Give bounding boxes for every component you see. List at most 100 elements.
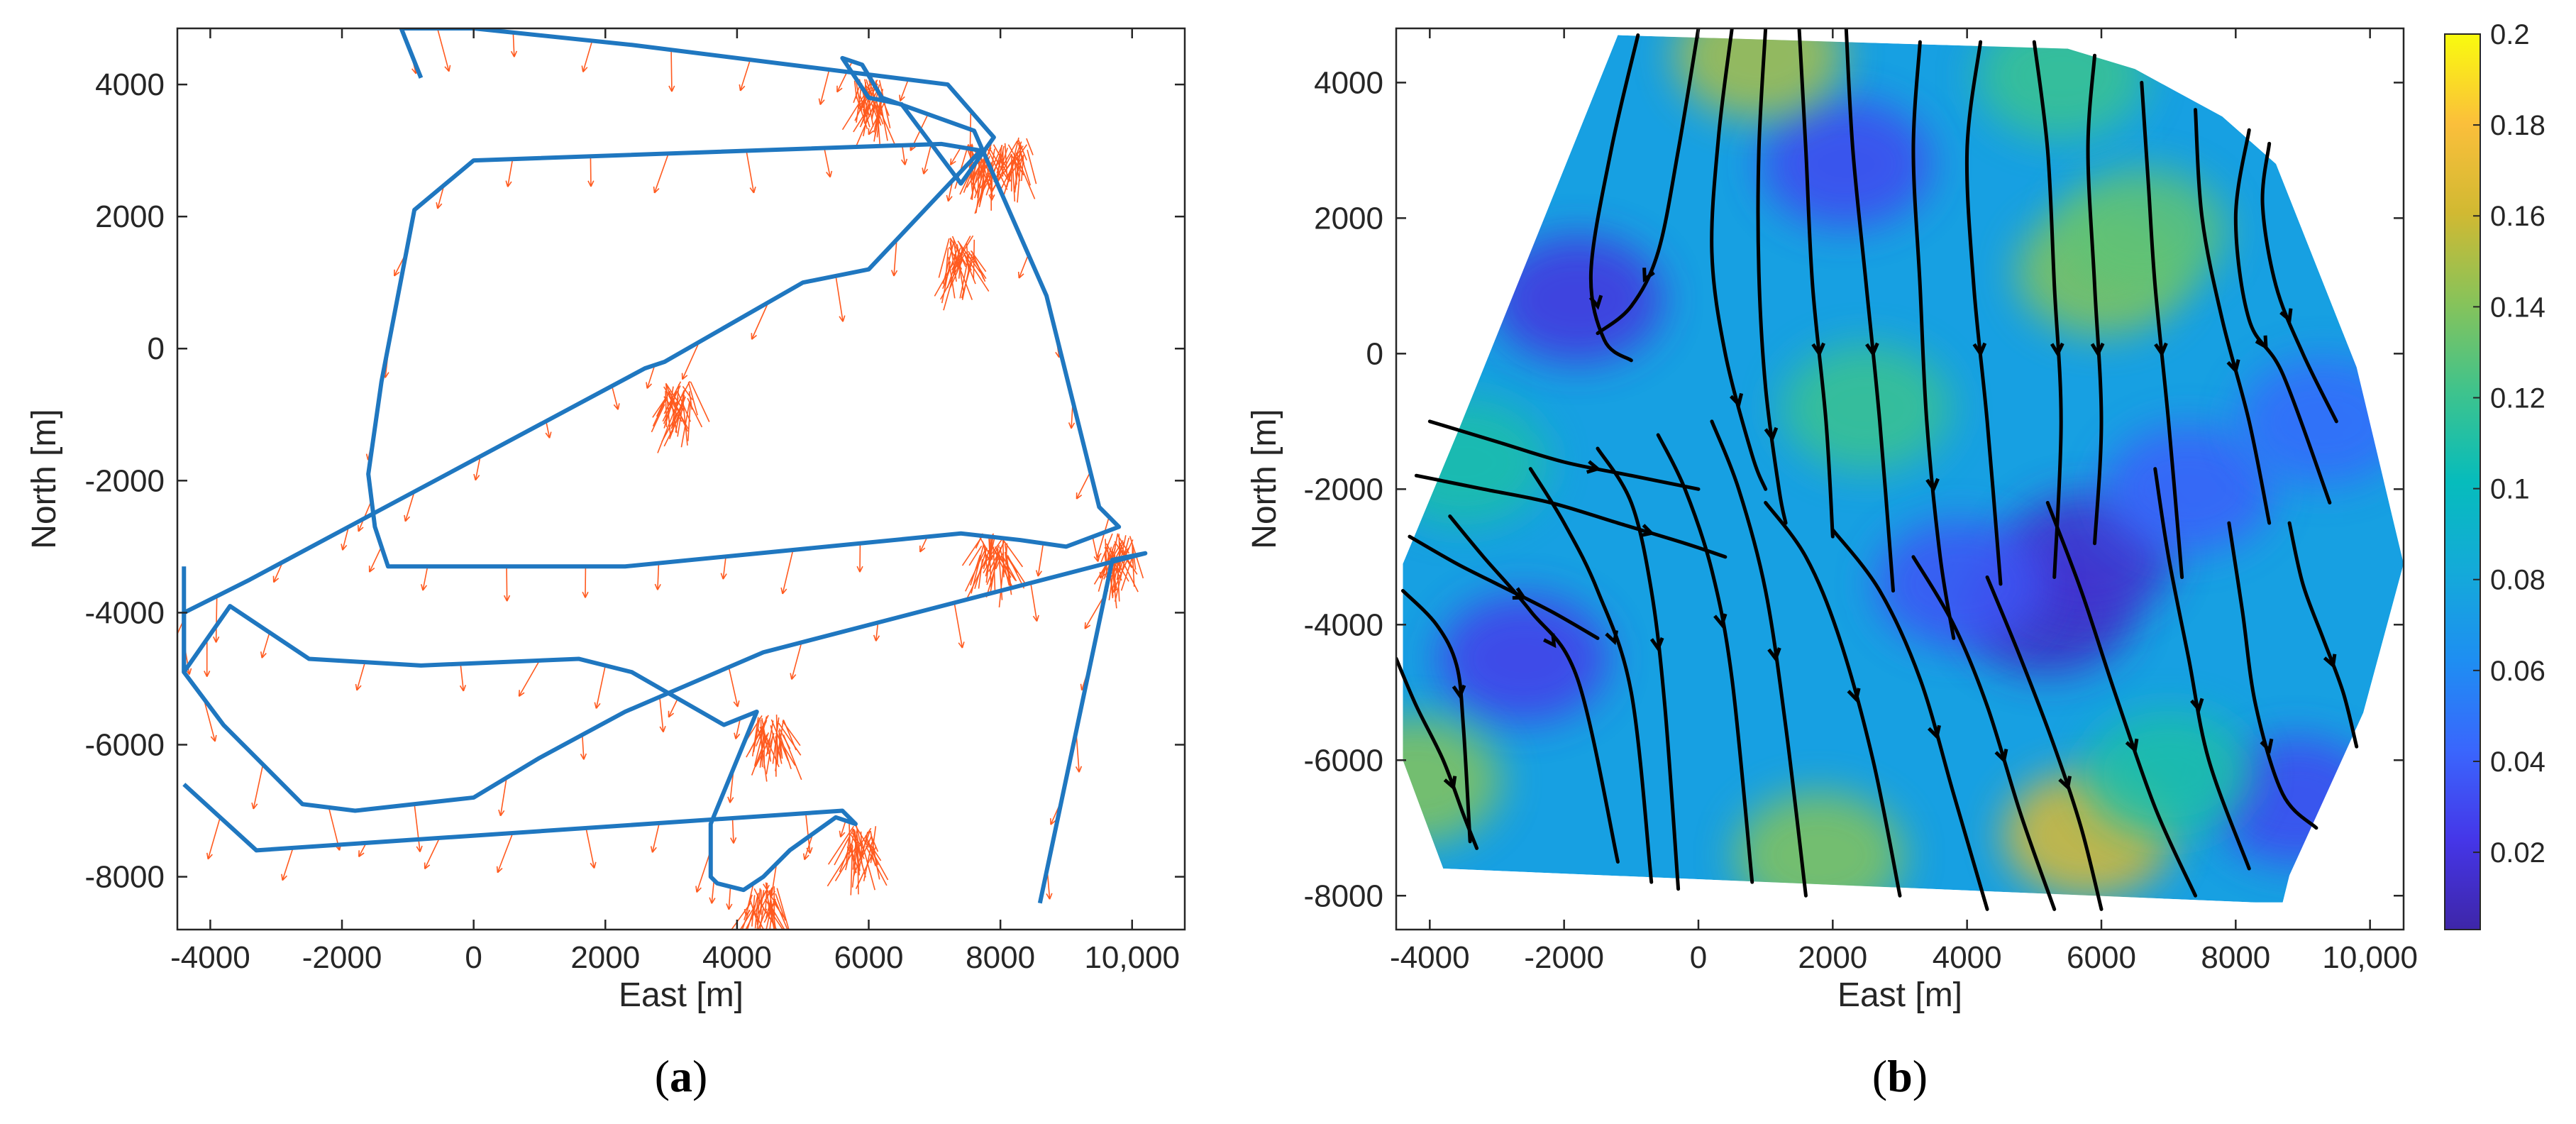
- velocity-arrow: [436, 184, 445, 209]
- streamline-arrowhead: [1443, 776, 1457, 791]
- arrow-cluster: [934, 235, 990, 311]
- field-blob: [2056, 167, 2227, 296]
- x-tick-label-b: 4000: [1933, 940, 2002, 975]
- velocity-arrow: [404, 491, 415, 522]
- streamline: [1985, 575, 2104, 911]
- velocity-arrow: [780, 549, 794, 595]
- x-tick-label-a: 0: [465, 940, 482, 975]
- arrow-cluster: [827, 822, 889, 896]
- x-tick-label-a: -2000: [302, 940, 382, 975]
- colorbar-tick-label: 0.06: [2490, 656, 2545, 687]
- streamline: [1400, 589, 1472, 844]
- streamline: [1427, 419, 1701, 491]
- streamline-arrowhead: [1713, 613, 1728, 629]
- x-tick-label-b: -4000: [1390, 940, 1470, 975]
- velocity-arrow: [206, 817, 221, 860]
- velocity-arrow: [919, 536, 928, 553]
- arrow-cluster: [841, 77, 897, 148]
- velocity-arrow: [709, 880, 716, 904]
- velocity-arrow: [1076, 471, 1091, 500]
- x-tick-label-b: 10,000: [2322, 940, 2418, 975]
- survey-track: [182, 28, 1148, 904]
- survey-track: [182, 566, 858, 893]
- y-tick-label-a: -4000: [84, 595, 165, 630]
- streamline: [1656, 433, 1754, 884]
- streamline-arrowhead: [1586, 460, 1602, 474]
- velocity-arrow: [213, 596, 220, 643]
- velocity-arrow: [498, 777, 507, 817]
- velocity-arrow: [922, 143, 932, 175]
- streamlines-layer: [1396, 28, 2359, 911]
- streamline: [2086, 53, 2105, 546]
- velocity-arrow: [355, 661, 366, 691]
- streamline: [1448, 514, 1620, 864]
- velocity-arrow: [251, 764, 264, 810]
- velocity-arrow: [281, 847, 294, 881]
- streamline: [1528, 467, 1654, 884]
- velocity-arrow: [681, 341, 700, 380]
- streamline-arrowhead: [2279, 308, 2293, 324]
- streamline-arrowhead: [1543, 633, 1557, 649]
- streamline: [1911, 555, 2057, 911]
- panel-label-b: (b): [1872, 1051, 1928, 1101]
- velocity-arrow: [473, 456, 481, 481]
- streamline-arrowhead: [1649, 637, 1664, 652]
- axes-frame-a: [176, 27, 1186, 931]
- velocity-arrow: [1035, 543, 1044, 577]
- arrow-cluster: [731, 882, 790, 930]
- streamline-arrowhead: [2323, 654, 2337, 669]
- arrow-cluster: [651, 380, 710, 453]
- field-blob: [1761, 99, 1932, 228]
- velocity-arrow: [728, 666, 740, 707]
- y-axis-a: 4000 2000 0 -2000 -4000 -6000 -8000: [84, 67, 1185, 895]
- x-tick-label-a: 2000: [570, 940, 640, 975]
- streamline-arrowhead: [1452, 684, 1466, 700]
- streamline-arrowhead: [1925, 478, 1940, 493]
- x-tick-label-b: 2000: [1798, 940, 1867, 975]
- y-tick-label-b: -4000: [1303, 607, 1383, 642]
- streamline-arrowhead: [1605, 629, 1618, 646]
- tracks-layer: [182, 28, 1148, 904]
- field-blob: [2083, 710, 2254, 838]
- streamline: [1964, 40, 2003, 586]
- colorbar-tick-label: 0.04: [2490, 746, 2545, 778]
- y-tick-label-a: 0: [148, 331, 165, 366]
- streamline-arrowhead: [2190, 698, 2204, 713]
- colorbar-tick-label: 0.12: [2490, 382, 2545, 414]
- colorbar-tick-label: 0.2: [2490, 19, 2530, 50]
- velocity-arrow: [1092, 536, 1100, 562]
- velocity-arrow: [899, 79, 909, 102]
- velocity-arrow: [582, 566, 589, 598]
- colorbar-tick-label: 0.14: [2490, 292, 2545, 323]
- velocity-arrow: [739, 59, 751, 92]
- y-tick-label-b: 2000: [1314, 201, 1383, 236]
- streamline: [1710, 419, 1808, 898]
- velocity-arrow: [856, 543, 863, 573]
- velocity-arrow: [873, 622, 880, 641]
- streamline-arrowhead: [2090, 342, 2105, 358]
- velocity-arrow: [805, 812, 813, 854]
- x-tick-label-a: 6000: [834, 940, 904, 975]
- field-blob: [1403, 398, 1549, 527]
- streamline: [2260, 141, 2338, 424]
- streamline: [2153, 467, 2251, 871]
- y-tick-label-b: -6000: [1303, 743, 1383, 778]
- field-blob: [1492, 235, 1663, 363]
- y-tick-label-b: 0: [1366, 336, 1383, 371]
- velocity-arrow: [545, 421, 552, 439]
- velocity-arrow: [459, 663, 467, 692]
- streamline: [2045, 500, 2198, 898]
- streamline-arrowhead: [2154, 342, 2168, 358]
- x-tick-label-a: 4000: [702, 940, 772, 975]
- panel-a-track-plot: -4000 -2000 0 2000 4000 6000 8000 10,000 4000 20…: [26, 27, 1186, 1101]
- x-tick-label-a: -4000: [170, 940, 250, 975]
- y-tick-label-b: -2000: [1303, 472, 1383, 507]
- streamline-arrowhead: [1847, 688, 1861, 703]
- velocity-arrow: [654, 563, 661, 590]
- velocity-arrow: [1017, 254, 1029, 279]
- streamline: [1408, 534, 1600, 640]
- y-axis-label-b: North [m]: [1246, 409, 1283, 549]
- colorbar-tick-label: 0.1: [2490, 474, 2530, 505]
- velocity-arrow: [368, 546, 382, 573]
